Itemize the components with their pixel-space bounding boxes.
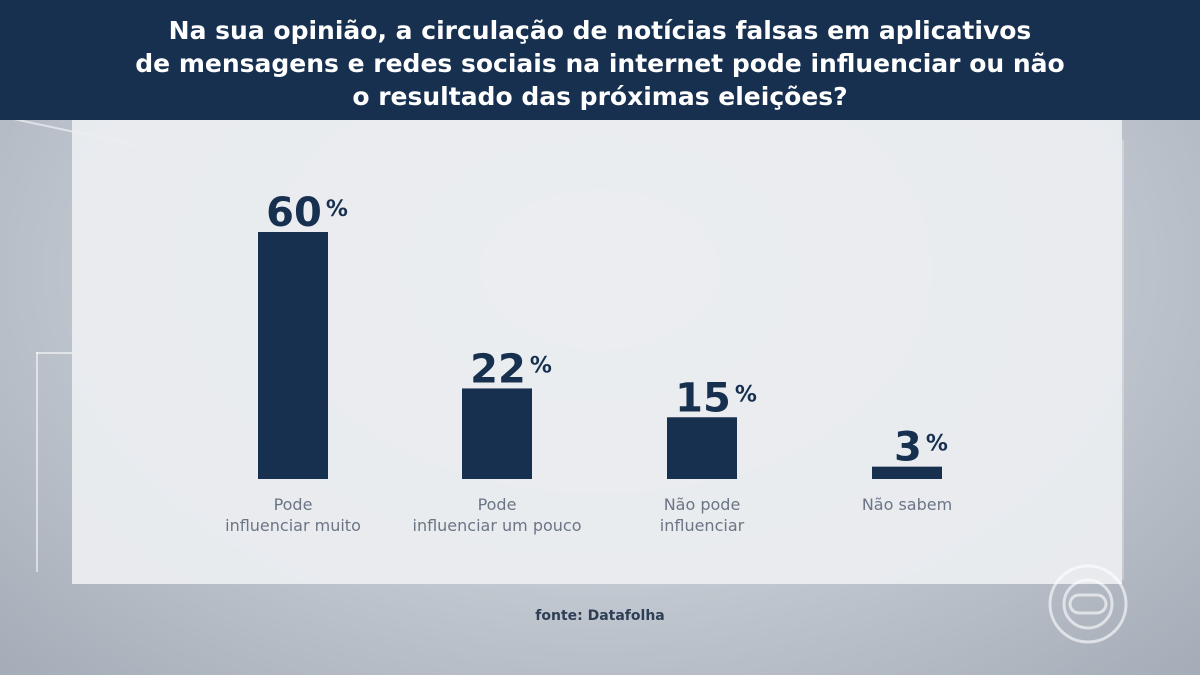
- chart-title: Na sua opinião, a circulação de notícias…: [135, 16, 1065, 111]
- bar-value-label: 15%: [675, 375, 757, 421]
- title-banner: Na sua opinião, a circulação de notícias…: [0, 0, 1200, 120]
- background-line: [36, 352, 76, 354]
- chart-panel: [72, 120, 1122, 584]
- bar-value-label: 60%: [266, 190, 348, 236]
- bar-2: [462, 388, 532, 479]
- category-label: Não sabem: [862, 495, 952, 514]
- bar-4: [872, 466, 942, 479]
- category-label: Pode influenciar muito: [225, 495, 361, 535]
- category-label: Não pode influenciar: [660, 495, 745, 535]
- background-line: [36, 352, 38, 572]
- bar-value-label: 3%: [894, 425, 948, 471]
- globo-icon: [1048, 564, 1128, 644]
- bar-1: [258, 232, 328, 479]
- category-label: Pode influenciar um pouco: [413, 495, 582, 535]
- source-note: fonte: Datafolha: [535, 608, 665, 624]
- bar-3: [667, 417, 737, 479]
- background-line: [1122, 140, 1124, 580]
- bar-value-label: 22%: [470, 346, 552, 392]
